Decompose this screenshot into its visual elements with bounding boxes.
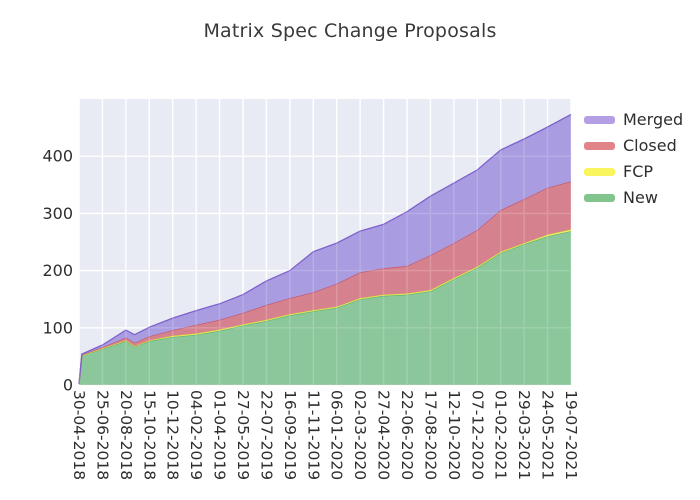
x-tick-label: 01-04-2019 xyxy=(211,390,229,480)
x-tick-label: 15-10-2018 xyxy=(140,390,158,480)
x-tick-label: 12-10-2020 xyxy=(445,390,463,480)
y-tick-label: 100 xyxy=(42,318,73,337)
x-tick-label: 27-04-2020 xyxy=(375,390,393,480)
legend-swatch-new xyxy=(584,193,615,202)
x-tick-label: 07-12-2020 xyxy=(468,390,486,480)
area-merged xyxy=(79,114,571,384)
x-tick-label: 27-05-2019 xyxy=(234,390,252,480)
y-tick-label: 0 xyxy=(63,376,73,395)
y-tick-label: 300 xyxy=(42,204,73,223)
x-tick-label: 25-06-2018 xyxy=(93,390,111,480)
legend-label-closed: Closed xyxy=(623,136,677,155)
x-tick-label: 24-05-2021 xyxy=(539,390,557,480)
legend-swatch-merged xyxy=(584,115,615,124)
area-new xyxy=(79,231,571,385)
legend-label-fcp: FCP xyxy=(623,162,654,181)
x-tick-label: 30-04-2018 xyxy=(70,390,88,480)
y-tick-label: 200 xyxy=(42,261,73,280)
legend-label-merged: Merged xyxy=(623,110,684,129)
x-tick-label: 01-02-2021 xyxy=(492,390,510,480)
x-tick-label: 04-02-2019 xyxy=(187,390,205,480)
legend-item-new: New xyxy=(584,187,683,208)
x-tick-label: 17-08-2020 xyxy=(421,390,439,480)
y-tick-label: 400 xyxy=(42,147,73,166)
x-tick-label: 29-03-2021 xyxy=(515,390,533,480)
legend-label-new: New xyxy=(623,188,658,207)
legend: Merged Closed FCP New xyxy=(584,109,683,213)
area-edge-merged xyxy=(78,113,572,384)
legend-item-merged: Merged xyxy=(584,109,683,130)
legend-item-closed: Closed xyxy=(584,135,683,156)
areas xyxy=(78,113,572,385)
chart-title: Matrix Spec Change Proposals xyxy=(203,20,497,42)
x-tick-label: 02-03-2020 xyxy=(351,390,369,480)
x-tick-label: 22-06-2020 xyxy=(398,390,416,480)
legend-item-fcp: FCP xyxy=(584,161,683,182)
area-closed xyxy=(79,181,571,384)
y-axis-labels: 0 100 200 300 400 xyxy=(42,147,73,395)
x-tick-label: 22-07-2019 xyxy=(257,390,275,480)
x-tick-label: 19-07-2021 xyxy=(562,390,580,480)
legend-swatch-closed xyxy=(584,141,615,150)
legend-swatch-fcp xyxy=(584,167,615,176)
area-fcp xyxy=(79,229,571,384)
x-tick-label: 10-12-2018 xyxy=(164,390,182,480)
x-tick-label: 16-09-2019 xyxy=(281,390,299,480)
x-axis-labels: 30-04-2018 25-06-2018 20-08-2018 15-10-2018… xyxy=(70,390,580,480)
x-tick-label: 06-01-2020 xyxy=(328,390,346,480)
x-tick-label: 11-11-2019 xyxy=(304,390,322,480)
x-tick-label: 20-08-2018 xyxy=(117,390,135,480)
gridlines-overlay xyxy=(78,99,572,386)
